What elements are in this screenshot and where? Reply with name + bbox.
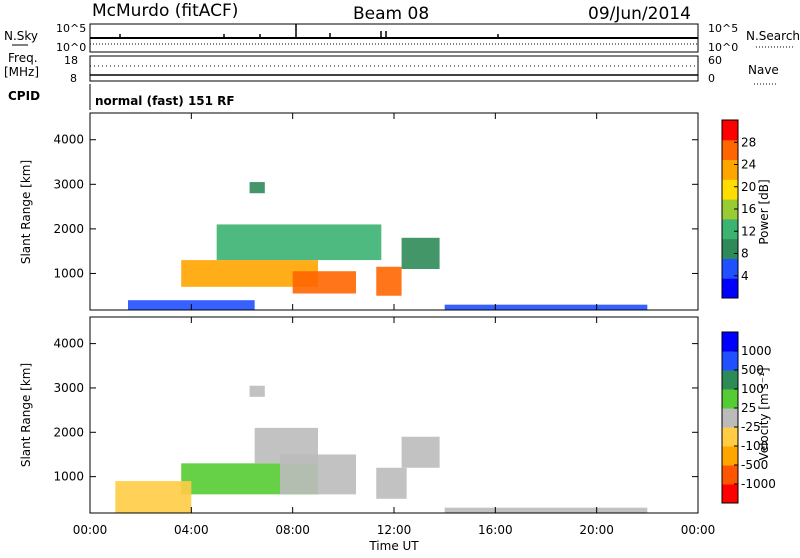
colorbar-tick-label: 1000 [741,344,772,358]
data-region-6 [249,385,265,397]
nsearch-label: N.Search [746,29,800,43]
x-tick-label: 00:00 [681,523,716,537]
x-tick-label: 12:00 [377,523,412,537]
freq-panel [89,55,699,82]
colorbar-tick-label: -25 [741,420,761,434]
data-region-6 [249,182,265,194]
y-tick-label: 1000 [53,266,84,280]
colorbar-swatch-2 [722,238,738,259]
velocity-data [115,385,648,513]
freq-label: Freq. [8,51,38,65]
y-tick-label: 4000 [53,133,84,147]
date-title: 09/Jun/2014 [588,4,691,24]
cpid-label: CPID [8,89,40,103]
velocity-y-label: Slant Range [km] [19,363,33,467]
y-tick-label: 1000 [53,470,84,484]
data-region-5 [115,481,192,513]
colorbar-swatch-3 [722,427,738,447]
nave-label: Nave [748,63,779,77]
colorbar-swatch-3 [722,218,738,240]
nsky-spikes [119,24,499,38]
time-x-axis: 00:00 04:00 08:00 12:00 16:00 20:00 00:00 [73,113,716,537]
colorbar-tick-label: 100 [741,382,764,396]
beam-title: Beam 08 [353,4,429,24]
colorbar-swatch-6 [722,159,738,180]
velocity-y-axis: 1000 2000 3000 4000 [53,337,698,484]
nave-tick-top: 60 [708,54,722,67]
colorbar-tick-label: 20 [741,180,756,194]
colorbar-swatch-1 [722,258,738,279]
data-region-3 [376,467,407,499]
colorbar-swatch-5 [722,389,738,409]
colorbar-swatch-7 [722,139,738,161]
colorbar-tick-label: -500 [741,458,768,472]
power-colorbar: 4 8 12 16 20 24 28 [721,119,756,299]
y-tick-label: 3000 [53,177,84,191]
colorbar-swatch-6 [722,370,738,390]
x-tick-label: 08:00 [275,523,310,537]
data-region-7 [444,304,648,310]
power-colorbar-label: Power [dB] [757,179,771,244]
colorbar-swatch-1 [722,465,738,485]
nsky-tick-bottom: 10^0 [56,41,86,54]
colorbar-frame [721,331,739,504]
colorbar-tick-label: 24 [741,158,756,172]
colorbar-tick-label: 500 [741,363,764,377]
data-region-4 [401,436,440,468]
colorbar-tick-label: -100 [741,439,768,453]
colorbar-tick-label: 25 [741,401,756,415]
y-tick-label: 4000 [53,337,84,351]
y-tick-label: 2000 [53,425,84,439]
nsearch-tick-top: 10^5 [708,22,738,35]
colorbar-swatch-4 [722,408,738,428]
colorbar-swatch-2 [722,446,738,466]
freq-unit: [MHz] [4,65,39,79]
station-title: McMurdo (fitACF) [92,1,238,21]
nsky-label: N.Sky [4,29,38,43]
colorbar-swatch-5 [722,179,738,200]
colorbar-tick-label: -1000 [741,477,776,491]
data-region-2 [376,266,402,296]
colorbar-tick-label: 28 [741,135,756,149]
data-region-7 [444,507,648,513]
colorbar-tick-label: 4 [741,269,749,283]
x-tick-label: 00:00 [73,523,108,537]
data-region-1 [292,271,356,294]
freq-tick-bottom: 8 [70,72,77,85]
velocity-colorbar-label: Velocity [m s⁻¹] [757,367,771,460]
colorbar-tick-label: 8 [741,247,749,261]
x-tick-label: 04:00 [174,523,209,537]
colorbar-swatch-0 [722,484,738,504]
x-tick-label: 16:00 [478,523,513,537]
nsearch-tick-bottom: 10^0 [708,41,738,54]
x-tick-label: 20:00 [579,523,614,537]
data-region-2 [254,427,318,464]
freq-tick-top: 18 [64,54,78,67]
y-tick-label: 3000 [53,381,84,395]
power-y-axis: 1000 2000 3000 4000 [53,133,698,280]
colorbar-swatch-7 [722,351,738,371]
x-axis-label: Time UT [368,539,419,553]
data-region-4 [401,237,440,269]
velocity-colorbar: -1000 -500 -100 -25 25 100 500 1000 [721,331,776,504]
data-region-3 [216,224,382,261]
nsky-tick-top: 10^5 [56,22,86,35]
colorbar-tick-label: 16 [741,202,756,216]
cpid-value: normal (fast) 151 RF [95,94,235,108]
nave-tick-bottom: 0 [708,72,715,85]
colorbar-swatch-8 [722,120,738,141]
y-tick-label: 2000 [53,222,84,236]
power-y-label: Slant Range [km] [19,160,33,264]
colorbar-tick-label: 12 [741,224,756,238]
power-data [128,182,648,310]
colorbar-swatch-0 [722,278,738,299]
colorbar-swatch-8 [722,332,738,352]
colorbar-swatch-4 [722,199,738,220]
